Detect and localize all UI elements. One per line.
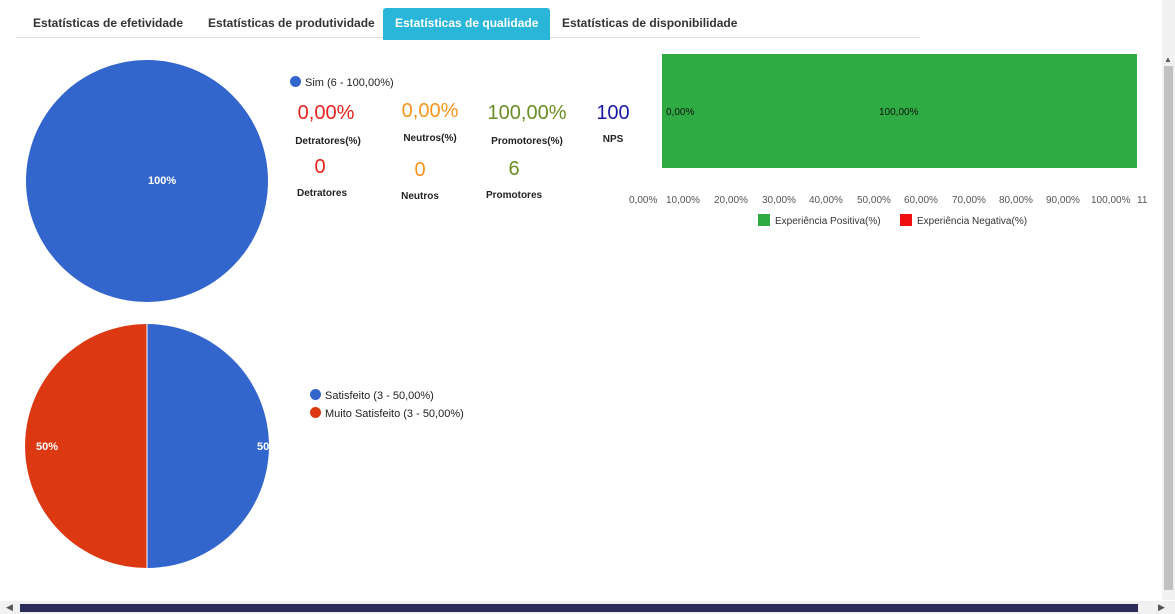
legend-item: Muito Satisfeito (3 - 50,00%) (310, 405, 464, 423)
sim-pie-legend: Sim (6 - 100,00%) (290, 74, 394, 92)
experience-positive-bar (662, 54, 1137, 168)
sim-pie-chart (26, 60, 268, 302)
vertical-scrollbar[interactable]: ▲ (1162, 0, 1175, 600)
negative-bar-label: 0,00% (666, 107, 695, 118)
x-tick: 11 (1137, 195, 1148, 206)
nps-value: 100 (596, 102, 630, 124)
x-tick: 30,00% (762, 195, 796, 206)
x-tick: 90,00% (1046, 195, 1080, 206)
tab-efetividade[interactable]: Estatísticas de efetividade (33, 16, 184, 30)
nps-label: NPS (602, 134, 624, 145)
detratores-pct-label: Detratores(%) (295, 136, 361, 147)
neutros-pct-value: 0,00% (401, 100, 459, 122)
legend-dot-icon (310, 407, 321, 418)
legend-label: Sim (6 - 100,00%) (305, 77, 394, 89)
horizontal-scroll-thumb[interactable] (20, 604, 1138, 612)
legend-dot-icon (310, 389, 321, 400)
x-tick: 20,00% (714, 195, 748, 206)
tab-disponibilidade[interactable]: Estatísticas de disponibilidade (562, 16, 738, 30)
horizontal-scrollbar[interactable]: ◀ ▶ (0, 601, 1175, 614)
legend-dot-icon (290, 76, 301, 87)
legend-item: Satisfeito (3 - 50,00%) (310, 387, 464, 405)
vertical-scroll-thumb[interactable] (1164, 66, 1173, 590)
tab-produtividade[interactable]: Estatísticas de produtividade (208, 16, 375, 30)
satisfaction-legend: Satisfeito (3 - 50,00%) Muito Satisfeito… (310, 387, 464, 423)
neutros-count: 0 (414, 159, 426, 181)
pie-slice-label-right: 50 (257, 441, 270, 453)
promotores-pct-value: 100,00% (487, 102, 567, 124)
green-square-icon (758, 214, 770, 226)
legend-item: Sim (6 - 100,00%) (290, 74, 394, 92)
x-tick: 40,00% (809, 195, 843, 206)
x-tick: 100,00% (1091, 195, 1131, 206)
x-tick: 60,00% (904, 195, 938, 206)
legend-negative-label: Experiência Negativa(%) (917, 216, 1028, 227)
x-tick: 10,00% (666, 195, 700, 206)
legend-positive-label: Experiência Positiva(%) (775, 216, 881, 227)
tab-qualidade[interactable]: Estatísticas de qualidade (383, 8, 551, 40)
pie-slice-satisfeito (147, 324, 269, 568)
detratores-count: 0 (314, 156, 326, 178)
x-tick: 80,00% (999, 195, 1033, 206)
pie-slice-label-left: 50% (36, 441, 59, 453)
positive-bar-label: 100,00% (879, 107, 919, 118)
promotores-pct-label: Promotores(%) (491, 136, 563, 147)
promotores-label: Promotores (485, 190, 543, 201)
x-tick: 0,00% (629, 195, 658, 206)
promotores-count: 6 (508, 158, 520, 180)
detratores-pct-value: 0,00% (297, 102, 355, 124)
neutros-label: Neutros (401, 191, 439, 202)
legend-negative: Experiência Negativa(%) (900, 214, 1027, 227)
scroll-up-icon[interactable]: ▲ (1164, 55, 1172, 64)
scroll-right-icon[interactable]: ▶ (1158, 602, 1165, 612)
red-square-icon (900, 214, 912, 226)
legend-label: Muito Satisfeito (3 - 50,00%) (325, 408, 464, 420)
pie-slice-muito-satisfeito (25, 324, 148, 568)
stats-tabs: Estatísticas de efetividade Estatísticas… (16, 8, 920, 40)
legend-label: Satisfeito (3 - 50,00%) (325, 390, 434, 402)
x-tick: 50,00% (857, 195, 891, 206)
satisfaction-pie-chart (25, 324, 269, 568)
pie-slice-sim (26, 60, 268, 302)
neutros-pct-label: Neutros(%) (403, 133, 457, 144)
legend-positive: Experiência Positiva(%) (758, 214, 881, 227)
scroll-left-icon[interactable]: ◀ (6, 602, 13, 612)
detratores-label: Detratores (296, 188, 348, 199)
x-tick: 70,00% (952, 195, 986, 206)
pie-slice-label: 100% (148, 175, 177, 187)
